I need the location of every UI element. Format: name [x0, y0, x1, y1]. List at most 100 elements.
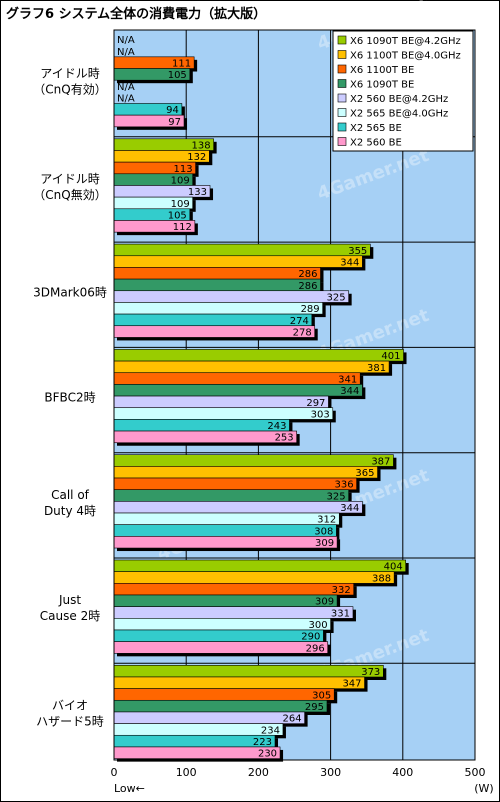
data-label: 305: [312, 690, 331, 701]
data-label: 109: [171, 199, 190, 210]
legend-swatch: [337, 122, 347, 132]
bar: [113, 664, 384, 678]
chart-title: グラフ6 システム全体の消費電力（拡大版）: [6, 6, 266, 22]
data-label: 274: [290, 316, 309, 327]
data-label: 336: [334, 480, 353, 491]
x-tick-label: 200: [248, 766, 269, 779]
legend-label: X6 1100T BE@4.0GHz: [350, 51, 461, 62]
bar: [113, 723, 284, 736]
data-label: N/A: [117, 82, 135, 93]
data-label: 344: [340, 386, 359, 397]
legend-swatch: [337, 137, 347, 146]
bar: [113, 430, 297, 444]
x-axis-low-label: Low←: [114, 782, 145, 795]
data-label: 341: [338, 374, 357, 385]
bar: [113, 243, 371, 257]
data-label: 308: [314, 526, 333, 537]
legend-label: X2 560 BE@4.2GHz: [350, 94, 448, 105]
bar: [113, 688, 335, 701]
data-label: 309: [315, 597, 334, 608]
category-label: ハザード5時: [36, 714, 104, 728]
data-label: 332: [332, 585, 351, 596]
category-label: （CnQ有効）: [33, 82, 106, 97]
x-tick-label: 0: [111, 766, 118, 779]
data-label: 344: [340, 257, 359, 268]
bar: [113, 501, 363, 514]
x-tick-label: 500: [465, 766, 486, 779]
bar: [113, 477, 357, 491]
data-label: N/A: [117, 47, 135, 58]
bar: [113, 395, 329, 409]
legend-swatch: [337, 50, 347, 59]
data-label: 286: [298, 269, 317, 280]
bar: [113, 676, 365, 689]
x-axis-unit: (W): [474, 782, 493, 795]
bar: [113, 559, 406, 572]
legend-label: X2 565 BE@4.0GHz: [350, 109, 448, 120]
category-label: BFBC2時: [44, 391, 95, 405]
data-label: 387: [371, 456, 390, 467]
category-label: Just: [58, 593, 81, 607]
data-label: 112: [173, 222, 192, 233]
bar: [113, 629, 324, 642]
legend-label: X6 1100T BE: [350, 65, 414, 76]
legend-swatch: [337, 35, 347, 45]
bar: [113, 255, 363, 268]
legend-label: X2 565 BE: [350, 123, 402, 134]
bar: [113, 583, 355, 596]
bar: [113, 618, 331, 631]
bar: [113, 606, 354, 619]
legend-swatch: [337, 108, 347, 117]
data-label: 111: [172, 59, 191, 70]
bar: [113, 384, 363, 397]
data-label: 303: [311, 409, 330, 420]
bar: [113, 512, 340, 526]
category-label: Cause 2時: [40, 609, 100, 623]
bar: [113, 466, 378, 479]
legend-label: X6 1090T BE: [350, 80, 414, 91]
x-tick-label: 400: [392, 766, 413, 779]
legend-label: X6 1090T BE@4.2GHz: [350, 36, 461, 47]
x-tick-label: 100: [176, 766, 197, 779]
data-label: 365: [355, 468, 374, 479]
bar: [113, 278, 321, 292]
data-label: 296: [306, 643, 325, 654]
category-label: 3DMark06時: [33, 285, 107, 299]
data-label: 105: [168, 210, 187, 221]
legend-swatch: [337, 79, 347, 88]
bar: [113, 524, 337, 537]
bar: [113, 594, 338, 607]
legend-swatch: [337, 93, 347, 103]
data-label: 312: [317, 515, 336, 526]
bar: [113, 571, 395, 584]
category-label: アイドル時: [40, 67, 99, 81]
data-label: 286: [298, 281, 317, 292]
data-label: 97: [168, 117, 181, 128]
data-label: 133: [188, 187, 207, 198]
data-label: 331: [331, 608, 350, 619]
data-label: 309: [315, 538, 334, 549]
data-label: 381: [367, 363, 386, 374]
data-label: 253: [275, 433, 294, 444]
data-label: 105: [168, 70, 187, 81]
legend-swatch: [337, 64, 347, 74]
data-label: 325: [327, 491, 346, 502]
bar: [113, 489, 349, 502]
data-label: 295: [305, 702, 324, 713]
category-label: Call of: [51, 488, 90, 502]
bar: [113, 536, 338, 549]
category-label: （CnQ無効）: [33, 187, 106, 202]
data-label: 289: [301, 304, 320, 315]
data-label: 113: [173, 164, 192, 175]
data-label: 344: [340, 503, 359, 514]
bar: [113, 711, 305, 724]
legend-label: X2 560 BE: [350, 138, 402, 149]
bar: [113, 360, 390, 374]
data-label: 230: [258, 749, 277, 760]
bar: [113, 313, 313, 327]
bar: [113, 302, 323, 315]
data-label: 347: [342, 679, 361, 690]
data-label: 325: [327, 292, 346, 303]
data-label: 132: [187, 152, 206, 163]
